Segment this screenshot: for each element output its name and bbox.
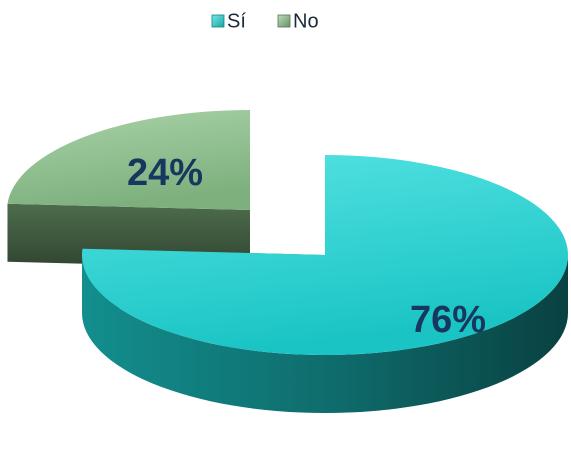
legend-text: No [293,10,319,32]
slice [7,110,251,210]
pie [7,110,569,413]
value-label: 24% [127,152,203,194]
legend-marker [211,14,225,28]
legend-marker [277,14,291,28]
slice [82,155,569,355]
legend: Sí No [211,10,319,32]
legend-text: Sí [227,10,246,32]
labels: 24% 76% [127,152,486,341]
value-label: 76% [410,299,486,341]
slice-side [82,255,568,413]
